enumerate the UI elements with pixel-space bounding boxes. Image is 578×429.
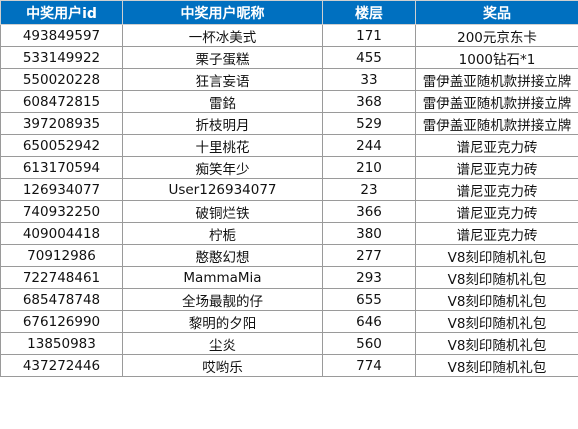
cell-nickname: 狂言妄语 [122, 68, 323, 91]
cell-prize: 雷伊盖亚随机款拼接立牌 [415, 112, 578, 135]
cell-user-id: 437272446 [0, 354, 123, 377]
cell-floor: 380 [322, 222, 416, 245]
cell-prize: V8刻印随机礼包 [415, 266, 578, 289]
cell-nickname: 栗子蛋糕 [122, 46, 323, 69]
cell-user-id: 493849597 [0, 24, 123, 47]
cell-prize: V8刻印随机礼包 [415, 310, 578, 333]
cell-user-id: 613170594 [0, 156, 123, 179]
cell-prize: 谱尼亚克力砖 [415, 156, 578, 179]
cell-floor: 560 [322, 332, 416, 355]
table-row: 437272446 哎哟乐 774 V8刻印随机礼包 [0, 354, 578, 377]
cell-floor: 293 [322, 266, 416, 289]
table-row: 126934077 User126934077 23 谱尼亚克力砖 [0, 178, 578, 201]
cell-user-id: 533149922 [0, 46, 123, 69]
cell-floor: 210 [322, 156, 416, 179]
cell-nickname: 全场最靓的仔 [122, 288, 323, 311]
cell-prize: 200元京东卡 [415, 24, 578, 47]
cell-floor: 366 [322, 200, 416, 223]
header-prize: 奖品 [415, 0, 578, 25]
cell-floor: 655 [322, 288, 416, 311]
cell-prize: V8刻印随机礼包 [415, 244, 578, 267]
table-row: 685478748 全场最靓的仔 655 V8刻印随机礼包 [0, 288, 578, 311]
table-row: 397208935 折枝明月 529 雷伊盖亚随机款拼接立牌 [0, 112, 578, 135]
header-row: 中奖用户id 中奖用户昵称 楼层 奖品 [0, 0, 578, 25]
cell-user-id: 397208935 [0, 112, 123, 135]
table-row: 676126990 黎明的夕阳 646 V8刻印随机礼包 [0, 310, 578, 333]
cell-floor: 244 [322, 134, 416, 157]
cell-prize: 1000钻石*1 [415, 46, 578, 69]
cell-nickname: 折枝明月 [122, 112, 323, 135]
table-row: 70912986 憨憨幻想 277 V8刻印随机礼包 [0, 244, 578, 267]
cell-user-id: 685478748 [0, 288, 123, 311]
cell-prize: V8刻印随机礼包 [415, 354, 578, 377]
cell-user-id: 70912986 [0, 244, 123, 267]
cell-user-id: 126934077 [0, 178, 123, 201]
cell-nickname: 十里桃花 [122, 134, 323, 157]
cell-user-id: 650052942 [0, 134, 123, 157]
cell-prize: 谱尼亚克力砖 [415, 222, 578, 245]
cell-prize: 雷伊盖亚随机款拼接立牌 [415, 90, 578, 113]
table-row: 550020228 狂言妄语 33 雷伊盖亚随机款拼接立牌 [0, 68, 578, 91]
cell-floor: 529 [322, 112, 416, 135]
cell-nickname: 哎哟乐 [122, 354, 323, 377]
cell-nickname: 憨憨幻想 [122, 244, 323, 267]
cell-nickname: MammaMia [122, 266, 323, 289]
cell-nickname: 雷銘 [122, 90, 323, 113]
cell-prize: 谱尼亚克力砖 [415, 200, 578, 223]
table-row: 409004418 柠栀 380 谱尼亚克力砖 [0, 222, 578, 245]
cell-floor: 171 [322, 24, 416, 47]
cell-prize: 谱尼亚克力砖 [415, 134, 578, 157]
cell-nickname: 尘炎 [122, 332, 323, 355]
cell-nickname: 黎明的夕阳 [122, 310, 323, 333]
cell-user-id: 13850983 [0, 332, 123, 355]
header-nickname: 中奖用户昵称 [122, 0, 323, 25]
table-row: 533149922 栗子蛋糕 455 1000钻石*1 [0, 46, 578, 69]
cell-floor: 368 [322, 90, 416, 113]
cell-user-id: 550020228 [0, 68, 123, 91]
cell-nickname: 柠栀 [122, 222, 323, 245]
table-row: 613170594 痴笑年少 210 谱尼亚克力砖 [0, 156, 578, 179]
cell-floor: 23 [322, 178, 416, 201]
table-row: 740932250 破铜烂铁 366 谱尼亚克力砖 [0, 200, 578, 223]
winners-table: 中奖用户id 中奖用户昵称 楼层 奖品 493849597 一杯冰美式 171 200… [0, 0, 578, 377]
table-row: 13850983 尘炎 560 V8刻印随机礼包 [0, 332, 578, 355]
cell-prize: V8刻印随机礼包 [415, 332, 578, 355]
cell-user-id: 676126990 [0, 310, 123, 333]
table-row: 608472815 雷銘 368 雷伊盖亚随机款拼接立牌 [0, 90, 578, 113]
header-floor: 楼层 [322, 0, 416, 25]
cell-nickname: 破铜烂铁 [122, 200, 323, 223]
cell-floor: 455 [322, 46, 416, 69]
cell-floor: 646 [322, 310, 416, 333]
cell-prize: V8刻印随机礼包 [415, 288, 578, 311]
cell-user-id: 722748461 [0, 266, 123, 289]
table-row: 493849597 一杯冰美式 171 200元京东卡 [0, 24, 578, 47]
cell-floor: 774 [322, 354, 416, 377]
header-user-id: 中奖用户id [0, 0, 123, 25]
cell-user-id: 740932250 [0, 200, 123, 223]
cell-floor: 277 [322, 244, 416, 267]
cell-nickname: 痴笑年少 [122, 156, 323, 179]
cell-user-id: 409004418 [0, 222, 123, 245]
cell-prize: 谱尼亚克力砖 [415, 178, 578, 201]
cell-nickname: 一杯冰美式 [122, 24, 323, 47]
cell-floor: 33 [322, 68, 416, 91]
cell-nickname: User126934077 [122, 178, 323, 201]
table-row: 722748461 MammaMia 293 V8刻印随机礼包 [0, 266, 578, 289]
cell-user-id: 608472815 [0, 90, 123, 113]
table-row: 650052942 十里桃花 244 谱尼亚克力砖 [0, 134, 578, 157]
cell-prize: 雷伊盖亚随机款拼接立牌 [415, 68, 578, 91]
